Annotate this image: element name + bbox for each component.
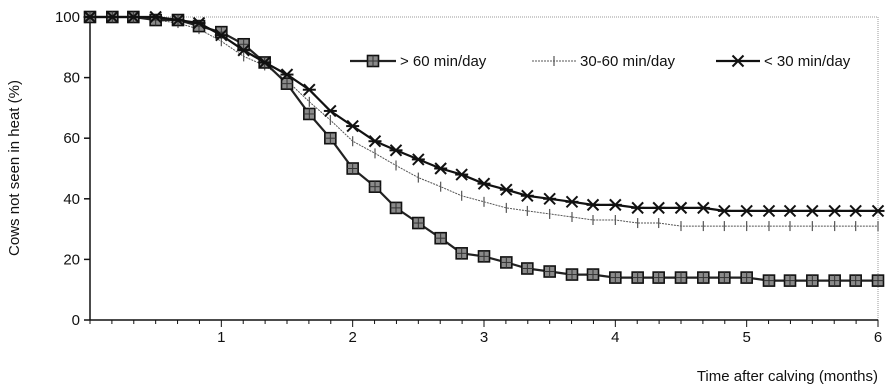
data-point-asterisk [171,13,185,27]
data-point-asterisk [674,201,688,215]
data-point-asterisk [805,204,819,218]
y-axis-title: Cows not seen in heat (%) [6,80,23,256]
data-point-asterisk [652,201,666,215]
data-point-asterisk [565,195,579,209]
data-point-asterisk [149,10,163,24]
data-point-asterisk [434,162,448,175]
data-point-asterisk [849,204,863,218]
data-point-asterisk [740,204,754,218]
data-point-asterisk [214,28,228,42]
data-point-asterisk [258,56,272,69]
data-point-asterisk [455,168,469,181]
legend-item-0: > 60 min/day [350,53,487,70]
data-point-asterisk [871,204,885,218]
y-tick-label: 20 [63,251,80,268]
legend-label: > 60 min/day [400,53,487,70]
y-tick-label: 60 [63,130,80,147]
data-point-asterisk [499,183,513,196]
series-line [90,16,878,227]
data-point-asterisk [762,204,776,218]
series-layer [83,10,885,287]
x-tick-label: 3 [480,329,488,346]
x-tick-label: 5 [742,329,750,346]
legend: > 60 min/day 30-60 min/day < 30 min/day [350,53,851,70]
data-point-asterisk [411,153,425,166]
series-1 [89,12,879,232]
plot-frame [90,16,879,320]
data-point-asterisk [543,192,557,206]
data-point-asterisk [631,201,645,215]
data-point-asterisk [302,83,316,96]
legend-item-2: < 30 min/day [716,53,851,70]
data-point-asterisk [608,198,622,212]
data-point-asterisk [731,54,745,68]
data-point-asterisk [477,177,491,190]
data-point-asterisk [192,16,206,30]
x-axis-title: Time after calving (months) [697,368,878,385]
series-2 [83,10,885,218]
data-point-asterisk [828,204,842,218]
data-point-asterisk [783,204,797,218]
data-point-asterisk [389,144,403,157]
x-tick-label: 6 [874,329,882,346]
data-point-asterisk [368,135,382,148]
y-tick-label: 0 [72,312,80,329]
data-point-asterisk [83,10,97,24]
legend-label: 30-60 min/day [580,53,676,70]
x-tick-label: 1 [217,329,225,346]
x-tick-label: 2 [348,329,356,346]
data-point-asterisk [237,44,251,57]
y-tick-label: 80 [63,70,80,87]
y-tick-label: 100 [55,9,80,26]
x-tick-label: 4 [611,329,619,346]
x-axis: 1 2 3 4 5 6 [89,319,882,346]
data-point-asterisk [717,204,731,218]
legend-label: < 30 min/day [764,53,851,70]
data-point-asterisk [346,119,360,133]
data-point-asterisk [105,10,119,24]
y-tick-label: 40 [63,191,80,208]
data-point-asterisk [280,68,294,81]
y-axis: 0 20 40 60 80 100 [55,9,91,329]
legend-item-1: 30-60 min/day [532,53,676,70]
data-point-asterisk [323,104,337,118]
series-0 [83,10,885,287]
data-point-asterisk [520,189,534,202]
data-point-asterisk [126,10,140,24]
data-point-asterisk [586,198,600,212]
data-point-asterisk [696,201,710,215]
series-line [90,15,878,212]
